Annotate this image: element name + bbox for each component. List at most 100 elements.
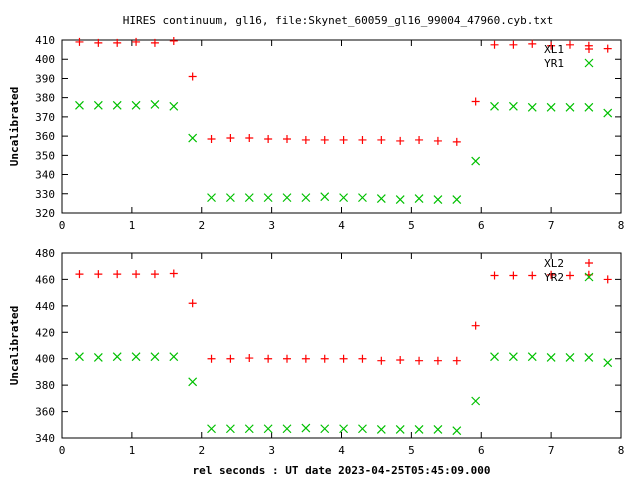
data-point bbox=[282, 193, 292, 203]
data-point bbox=[339, 135, 348, 144]
plot-panel-1: 0 1 2 3 4 5 6 7 8 320 330 340 350 360 370 380 390 400 410 U… bbox=[8, 34, 624, 232]
data-point bbox=[169, 269, 178, 278]
data-point bbox=[94, 270, 103, 279]
data-point bbox=[358, 193, 367, 203]
data-point bbox=[565, 102, 575, 112]
data-point bbox=[471, 321, 480, 330]
data-point bbox=[452, 137, 461, 146]
data-point bbox=[358, 135, 367, 144]
data-point bbox=[301, 354, 310, 363]
data-point bbox=[264, 134, 273, 143]
data-point bbox=[509, 271, 518, 280]
data-point bbox=[226, 134, 235, 143]
data-point bbox=[225, 193, 235, 203]
data-point bbox=[490, 271, 499, 280]
x-tick-label: 1 bbox=[129, 219, 136, 232]
y-axis-label: Uncalibrated bbox=[8, 87, 21, 166]
data-point bbox=[584, 102, 594, 112]
data-point bbox=[339, 354, 348, 363]
data-point bbox=[150, 352, 160, 362]
data-point bbox=[471, 396, 481, 406]
data-point bbox=[471, 97, 480, 106]
series-YR1 bbox=[75, 99, 613, 204]
data-point bbox=[339, 193, 349, 203]
data-point bbox=[414, 424, 424, 434]
data-point bbox=[244, 193, 254, 203]
data-point bbox=[452, 195, 462, 204]
legend-marker bbox=[585, 259, 593, 267]
legend-label: YR2 bbox=[544, 271, 564, 284]
data-point bbox=[433, 136, 442, 145]
data-point bbox=[150, 99, 160, 109]
data-point bbox=[490, 352, 499, 362]
data-point bbox=[565, 40, 574, 49]
series-XL2 bbox=[75, 269, 612, 365]
data-point bbox=[528, 271, 537, 280]
data-point bbox=[169, 101, 179, 111]
data-point bbox=[93, 100, 103, 110]
x-tick-label: 1 bbox=[129, 444, 136, 457]
data-point bbox=[75, 352, 84, 362]
y-tick-label: 370 bbox=[35, 111, 55, 124]
y-tick-label: 380 bbox=[35, 92, 55, 105]
data-point bbox=[320, 192, 330, 202]
data-point bbox=[264, 354, 273, 363]
y-tick-label: 420 bbox=[35, 326, 55, 339]
data-point bbox=[471, 156, 481, 166]
data-point bbox=[245, 354, 254, 363]
data-point bbox=[150, 38, 159, 47]
x-tick-label: 2 bbox=[198, 444, 205, 457]
x-axis-label: rel seconds : UT date 2023-04-25T05:45:0… bbox=[192, 464, 490, 477]
data-point bbox=[395, 424, 405, 434]
data-point bbox=[113, 270, 122, 279]
data-point bbox=[188, 72, 197, 81]
data-point bbox=[415, 356, 424, 365]
data-point bbox=[263, 424, 273, 434]
x-tick-label: 7 bbox=[548, 444, 555, 457]
y-tick-label: 320 bbox=[35, 207, 55, 220]
data-point bbox=[490, 101, 499, 111]
data-point bbox=[395, 195, 405, 204]
data-point bbox=[207, 134, 216, 143]
data-point bbox=[112, 100, 122, 110]
data-point bbox=[207, 424, 216, 434]
data-point bbox=[320, 135, 329, 144]
legend-label: XL2 bbox=[544, 257, 564, 270]
data-point bbox=[527, 102, 537, 112]
data-point bbox=[565, 271, 574, 280]
data-point bbox=[207, 354, 216, 363]
data-point bbox=[75, 100, 84, 110]
series-YR2 bbox=[75, 352, 613, 436]
data-point bbox=[93, 352, 103, 362]
x-tick-label: 2 bbox=[198, 219, 205, 232]
y-tick-label: 480 bbox=[35, 247, 55, 260]
data-point bbox=[301, 423, 311, 433]
y-tick-label: 350 bbox=[35, 149, 55, 162]
data-point bbox=[433, 195, 443, 204]
data-point bbox=[188, 133, 198, 143]
plot-panel-2: 0 1 2 3 4 5 6 7 8 340 360 380 400 420 440 460 480 Uncalib… bbox=[8, 247, 624, 477]
data-point bbox=[490, 40, 499, 49]
data-point bbox=[376, 194, 386, 204]
data-point bbox=[131, 352, 141, 362]
data-point bbox=[282, 354, 291, 363]
data-point bbox=[113, 38, 122, 47]
y-tick-label: 410 bbox=[35, 34, 55, 47]
x-tick-label: 8 bbox=[618, 444, 625, 457]
data-point bbox=[225, 424, 235, 434]
x-tick-label: 3 bbox=[268, 444, 275, 457]
data-point bbox=[414, 194, 424, 204]
y-tick-label: 390 bbox=[35, 72, 55, 85]
data-point bbox=[376, 424, 386, 434]
legend-label: YR1 bbox=[544, 57, 564, 70]
data-point bbox=[547, 41, 556, 50]
data-point bbox=[282, 424, 292, 434]
data-point bbox=[452, 356, 461, 365]
y-tick-label: 360 bbox=[35, 406, 55, 419]
data-point bbox=[546, 352, 556, 362]
data-point bbox=[509, 40, 518, 49]
data-point bbox=[603, 44, 612, 53]
data-point bbox=[358, 424, 367, 434]
data-point bbox=[377, 135, 386, 144]
